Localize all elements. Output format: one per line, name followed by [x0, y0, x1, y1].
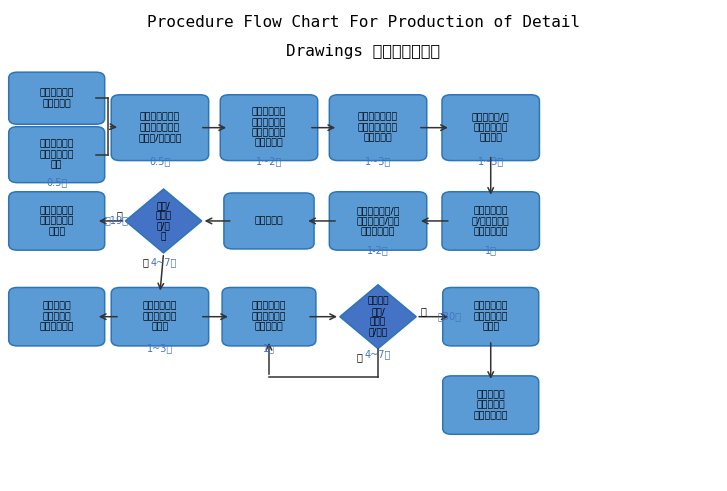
FancyBboxPatch shape: [111, 95, 209, 161]
FancyBboxPatch shape: [443, 288, 539, 346]
FancyBboxPatch shape: [111, 288, 209, 346]
FancyBboxPatch shape: [9, 192, 105, 250]
FancyBboxPatch shape: [220, 95, 318, 161]
FancyBboxPatch shape: [329, 95, 427, 161]
Text: 1天: 1天: [485, 245, 497, 255]
Text: 1~3天: 1~3天: [478, 156, 504, 166]
Text: 收集材料与设
备报审资料: 收集材料与设 备报审资料: [39, 88, 74, 108]
Polygon shape: [126, 189, 202, 253]
FancyBboxPatch shape: [9, 288, 105, 346]
Text: 入30天: 入30天: [437, 311, 462, 321]
Text: 给制尺面图/立
面图和详图并
打印草图: 给制尺面图/立 面图和详图并 打印草图: [472, 113, 510, 142]
Text: 绘制设备基础
及基础大样图
并送审: 绘制设备基础 及基础大样图 并送审: [39, 206, 74, 236]
FancyBboxPatch shape: [329, 192, 427, 250]
FancyBboxPatch shape: [224, 193, 314, 249]
Text: 根据系统图及原
设计平面图进行
大样面布置: 根据系统图及原 设计平面图进行 大样面布置: [358, 113, 398, 142]
FancyBboxPatch shape: [9, 72, 105, 124]
Text: 设计/
图同审
批/批
准: 设计/ 图同审 批/批 准: [156, 201, 172, 241]
Text: 0.5天: 0.5天: [46, 177, 68, 187]
Polygon shape: [340, 285, 416, 349]
Text: 1~2天: 1~2天: [256, 156, 282, 166]
Text: 收集审批通过
之系统图和流
化图: 收集审批通过 之系统图和流 化图: [39, 140, 74, 169]
Text: 4~7天: 4~7天: [365, 350, 391, 359]
Text: 绘制设备及相
关配件图永和
现场测绘建筑
及结构标高: 绘制设备及相 关配件图永和 现场测绘建筑 及结构标高: [252, 108, 286, 148]
Text: 组织现场工程
师/技术工程师
进行图纸检查: 组织现场工程 师/技术工程师 进行图纸检查: [472, 206, 510, 236]
Text: 给制设备基础
及基础大样图
并送审: 给制设备基础 及基础大样图 并送审: [473, 302, 508, 331]
FancyBboxPatch shape: [9, 127, 105, 183]
Text: 召开相关设计协
调会，明确方案
及业主/国问要求: 召开相关设计协 调会，明确方案 及业主/国问要求: [138, 113, 182, 142]
FancyBboxPatch shape: [442, 192, 539, 250]
Text: 再次送审
设计/
图同审
批/批准: 再次送审 设计/ 图同审 批/批准: [367, 297, 389, 337]
Text: 检查图同审批
意见并进行图
纸修改: 检查图同审批 意见并进行图 纸修改: [142, 302, 177, 331]
Text: 1天: 1天: [263, 343, 275, 353]
Text: 1~3天: 1~3天: [365, 156, 391, 166]
Text: 归档存档并
分发给各单
位作施工之用: 归档存档并 分发给各单 位作施工之用: [473, 390, 508, 420]
Text: 否: 否: [142, 257, 148, 267]
Text: 是: 是: [420, 306, 427, 316]
Text: Drawings 大样图制作流程: Drawings 大样图制作流程: [286, 44, 441, 58]
Text: Procedure Flow Chart For Production of Detail: Procedure Flow Chart For Production of D…: [147, 15, 580, 30]
Text: 否: 否: [356, 353, 362, 362]
Text: 归档存档并
分发给各单
位作施工之用: 归档存档并 分发给各单 位作施工之用: [39, 302, 74, 331]
Text: 入19天: 入19天: [104, 215, 129, 225]
Text: 1~3天: 1~3天: [147, 343, 173, 353]
Text: 局部修改图纸/整
理图纸格式/打印
图纸准备送审: 局部修改图纸/整 理图纸格式/打印 图纸准备送审: [356, 206, 400, 236]
Text: 0.5天: 0.5天: [149, 156, 171, 166]
FancyBboxPatch shape: [442, 95, 539, 161]
FancyBboxPatch shape: [443, 376, 539, 435]
Text: 4~7天: 4~7天: [150, 257, 177, 267]
Text: 是: 是: [116, 210, 123, 220]
FancyBboxPatch shape: [222, 288, 316, 346]
Text: 1-2天: 1-2天: [367, 245, 389, 255]
Text: 整理成档打印
图纸并盖章准
备再次送审: 整理成档打印 图纸并盖章准 备再次送审: [252, 302, 286, 331]
Text: 第一次送审: 第一次送审: [254, 217, 284, 225]
